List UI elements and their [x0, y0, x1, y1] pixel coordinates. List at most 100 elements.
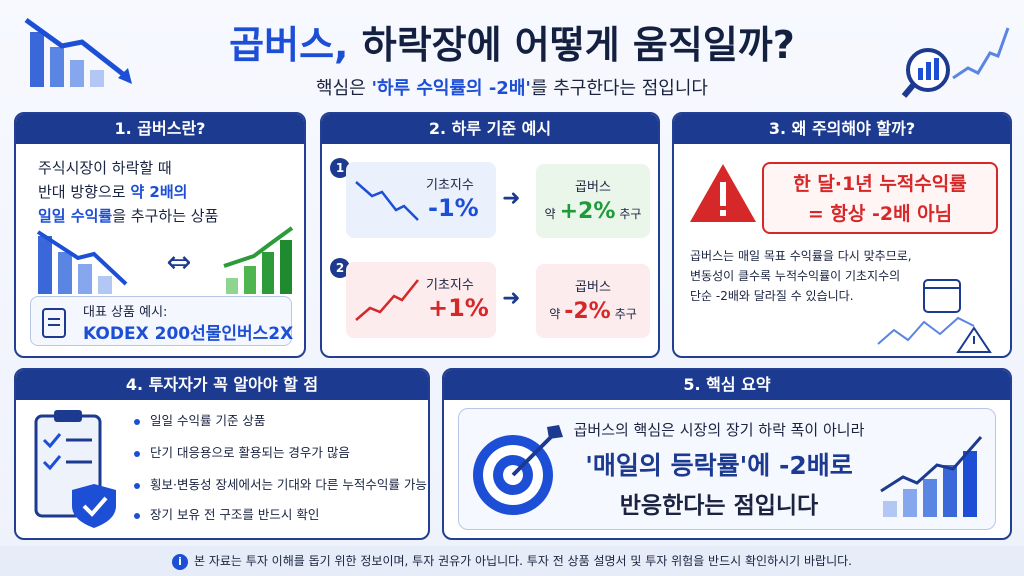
approx: 약 [544, 207, 556, 221]
icon-shape [943, 465, 957, 517]
icon-shape [880, 436, 983, 493]
warning-icon [690, 164, 756, 222]
panel-3: 3. 왜 주의해야 할까? 한 달·1년 누적수익률 = 항상 -2배 아님 곱… [672, 112, 1012, 358]
header-down-chart [24, 17, 132, 87]
icon-shape [262, 252, 274, 294]
panel-heading: 1. 곱버스란? [16, 114, 304, 144]
product-change: -2% [564, 299, 611, 324]
icon-shape [923, 479, 937, 517]
info-icon: i [171, 554, 188, 570]
example-number: 2 [330, 258, 350, 278]
icon-shape [280, 240, 292, 294]
footer: i 본 자료는 투자 이해를 돕기 위한 정보이며, 투자 권유가 아닙니다. 투… [0, 546, 1024, 576]
summary-accent: '매일의 등락률' [585, 451, 748, 480]
summary-line: 반응한다는 점입니다 [619, 493, 819, 519]
bullet: 일일 수익률 기준 상품 [134, 410, 265, 429]
icon-shape [547, 425, 563, 439]
example-label: 대표 상품 예시: [83, 305, 168, 320]
icon-shape [98, 276, 112, 294]
icon-shape [118, 68, 132, 84]
panel-2: 2. 하루 기준 예시 1 기초지수 -1% ➜ 곱버스 약 +2% 추구 2 기초지수 +1% ➜ 곱… [320, 112, 660, 358]
arrow-icon: ➜ [502, 186, 521, 211]
bullet: 단기 대응용으로 활용되는 경우가 많음 [134, 442, 350, 461]
mini-line [355, 279, 419, 321]
icon-shape [226, 278, 238, 294]
text-accent: 일일 수익률 [38, 207, 113, 225]
icon-shape [58, 252, 72, 294]
icon-shape [223, 226, 294, 268]
icon-shape [918, 68, 923, 80]
panel-1-text: 주식시장이 하락할 때 반대 방향으로 약 2배의 일일 수익률을 추구하는 상… [38, 156, 218, 228]
index-label: 기초지수 [426, 278, 474, 293]
text-line: 일일 수익률을 추구하는 상품 [38, 204, 218, 228]
panel-heading: 4. 투자자가 꼭 알아야 할 점 [16, 370, 428, 400]
product-label: 곱버스 [575, 180, 611, 195]
approx: 약 [549, 307, 561, 321]
example-product: KODEX 200선물인버스2X [83, 319, 293, 344]
target-icon [473, 425, 563, 515]
icon-shape [877, 316, 975, 345]
icon-shape [952, 27, 1010, 80]
summary-box: 곱버스의 핵심은 시장의 장기 하락 폭이 아니라 '매일의 등락률'에 -2배… [458, 408, 996, 530]
header-up-chart [901, 27, 1010, 98]
icon-shape [720, 182, 726, 206]
example-box: 대표 상품 예시: KODEX 200선물인버스2X [30, 296, 293, 346]
clipboard-icon [42, 308, 66, 338]
product-change-line: 약 -2% 추구 [536, 299, 650, 324]
icon-shape [901, 82, 917, 98]
icon-shape [70, 60, 84, 87]
icon-shape [963, 451, 977, 517]
icon-shape [42, 433, 62, 449]
warning-line: = 항상 -2배 아님 [807, 203, 953, 225]
icon-shape [923, 279, 961, 313]
text-accent: 약 2배의 [130, 183, 188, 201]
index-box: 기초지수 -1% [346, 162, 496, 238]
index-box: 기초지수 +1% [346, 262, 496, 338]
target: 추구 [619, 207, 642, 221]
product-change: +2% [559, 199, 616, 224]
text-line: 곱버스는 매일 목표 수익률을 다시 맞추므로, [690, 249, 912, 263]
subtitle-lead: 핵심은 [316, 78, 366, 99]
bullet: 장기 보유 전 구조를 반드시 확인 [134, 504, 319, 523]
panel-5: 5. 핵심 요약 곱버스의 핵심은 시장의 장기 하락 폭이 아니라 '매일의 … [442, 368, 1012, 540]
icon-shape [244, 266, 256, 294]
mini-line [355, 181, 419, 221]
icon-shape [926, 62, 931, 80]
arrow-icon: ➜ [502, 286, 521, 311]
text-line: 주식시장이 하락할 때 [38, 159, 172, 177]
icon-shape [36, 230, 128, 286]
icon-shape [54, 410, 82, 422]
icon-shape [511, 431, 557, 477]
icon-shape [355, 181, 419, 221]
panel-1: 1. 곱버스란? 주식시장이 하락할 때 반대 방향으로 약 2배의 일일 수익… [14, 112, 306, 358]
text-fragment: 반대 방향으로 [38, 183, 126, 201]
panel-3-text: 곱버스는 매일 목표 수익률을 다시 맞추므로, 변동성이 클수록 누적수익률이… [690, 246, 912, 306]
text-line: 변동성이 클수록 누적수익률이 기초지수의 [690, 269, 901, 283]
subtitle-accent: '하루 수익률의 -2배' [371, 78, 531, 99]
panel-heading: 5. 핵심 요약 [444, 370, 1010, 400]
target: 추구 [614, 307, 637, 321]
icon-shape [50, 47, 64, 87]
bullet: 횡보·변동성 장세에서는 기대와 다른 누적수익률 가능 [134, 474, 427, 493]
warning-line: 한 달·1년 누적수익률 [793, 173, 967, 195]
summary-fragment: 에 -2배로 [747, 451, 853, 480]
summary-text: 곱버스의 핵심은 시장의 장기 하락 폭이 아니라 '매일의 등락률'에 -2배… [569, 419, 869, 520]
panel-1-illustration: ⇔ [36, 226, 294, 294]
title-accent: 곱버스, [229, 23, 349, 67]
warning-box: 한 달·1년 누적수익률 = 항상 -2배 아님 [762, 162, 998, 234]
index-change: -1% [428, 194, 479, 222]
icon-shape [355, 279, 419, 321]
product-name: KODEX 200선물인버스2X [83, 324, 294, 344]
title-main: 하락장에 어떻게 움직일까? [361, 23, 795, 67]
product-change-line: 약 +2% 추구 [536, 199, 650, 224]
icon-shape [903, 489, 917, 517]
product-label: 곱버스 [575, 280, 611, 295]
panel-heading: 3. 왜 주의해야 할까? [674, 114, 1010, 144]
icon-shape [78, 264, 92, 294]
icon-shape [934, 58, 939, 80]
panel-heading: 2. 하루 기준 예시 [322, 114, 658, 144]
arrow-icon: ⇔ [166, 245, 191, 280]
